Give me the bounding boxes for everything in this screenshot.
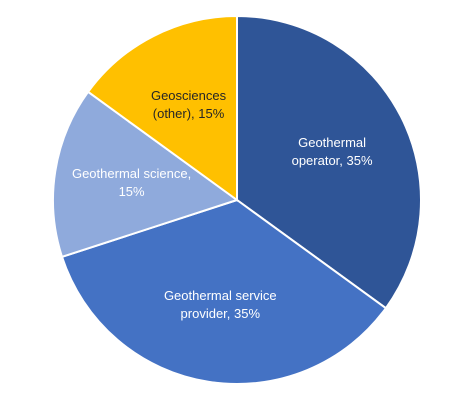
data-label: Geosciences (other), 15% (150, 87, 227, 121)
data-label: Geothermal service provider, 35% (163, 288, 277, 322)
pie-slice (86, 14, 238, 202)
pie-slice (60, 198, 388, 385)
data-label: Geothermal science, 15% (71, 166, 192, 200)
data-label: Geothermal operator, 35% (291, 134, 373, 168)
pie-slice (52, 90, 240, 259)
pie-slice (236, 14, 422, 310)
